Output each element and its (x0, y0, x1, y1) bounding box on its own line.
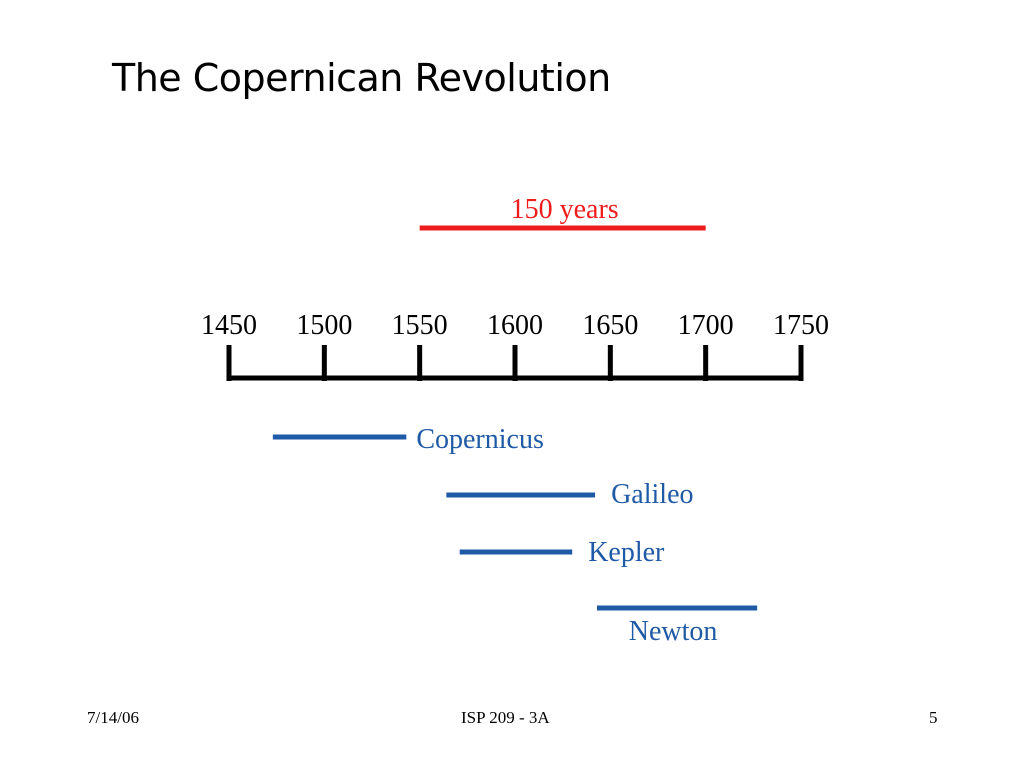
tick-label: 1500 (296, 310, 352, 341)
tick-label: 1450 (201, 310, 257, 341)
tick-label: 1700 (678, 310, 734, 341)
tick-label: 1750 (773, 310, 829, 341)
lifespan-label: Newton (629, 616, 718, 647)
lifespan-bars: Copernicus Galileo Kepler Newton (272, 424, 758, 647)
footer-course: ISP 209 - 3A (461, 708, 550, 727)
timeline-axis (226, 345, 804, 381)
tick-label: 1600 (487, 310, 543, 341)
footer-page-number: 5 (929, 708, 938, 727)
span-marker: 150 years (419, 194, 706, 231)
slide-title: The Copernican Revolution (112, 56, 611, 100)
span-marker-label: 150 years (511, 194, 619, 225)
timeline-tick-labels: 1450 1500 1550 1600 1650 1700 1750 (201, 310, 829, 341)
lifespan-label: Copernicus (416, 424, 544, 455)
lifespan-label: Galileo (611, 479, 693, 510)
lifespan-label: Kepler (588, 537, 665, 568)
tick-label: 1650 (582, 310, 638, 341)
tick-label: 1550 (392, 310, 448, 341)
footer-date: 7/14/06 (87, 708, 139, 727)
